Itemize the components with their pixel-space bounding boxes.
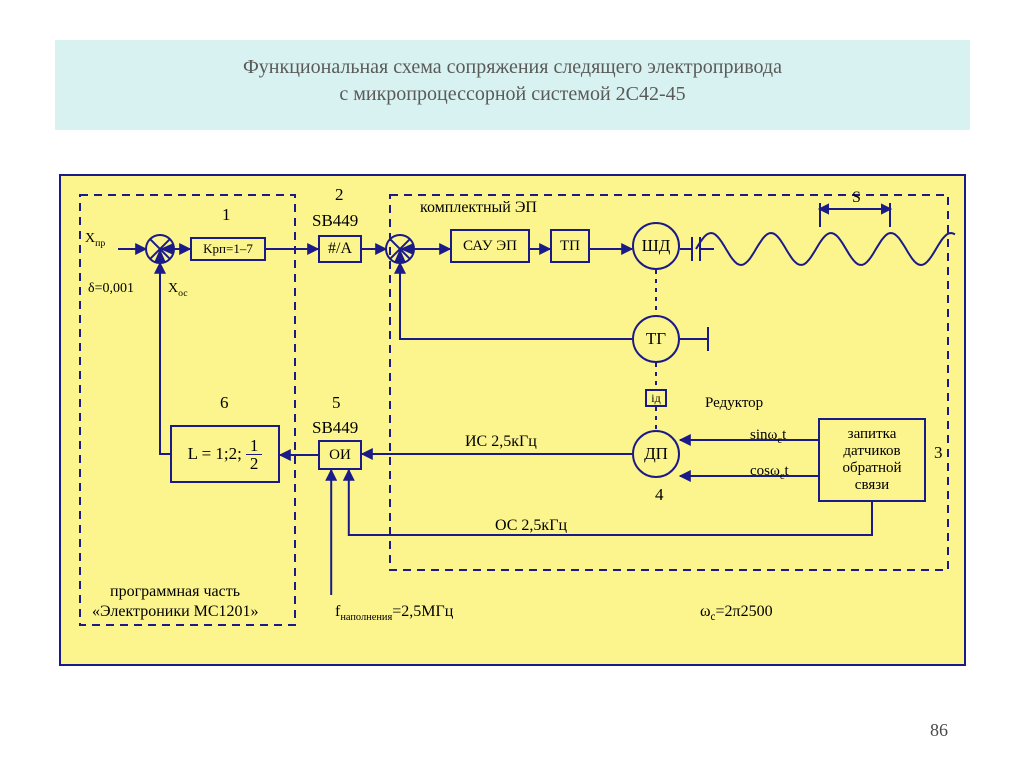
label-x-pr: Xпр — [85, 231, 105, 249]
label-delta: δ=0,001 — [88, 281, 134, 297]
block-sharp-a: #/A — [318, 235, 362, 263]
node-shd: ШД — [632, 222, 680, 270]
title-line1: Функциональная схема сопряжения следящег… — [243, 56, 782, 78]
block-feedback-power: запиткадатчиковобратнойсвязи — [818, 418, 926, 502]
label-omega-c: ωс=2π2500 — [700, 603, 773, 623]
caption-complete-ep: комплектный ЭП — [420, 199, 537, 217]
label-f-fill: fнаполнения=2,5МГц — [335, 603, 453, 623]
label-oc: ОС 2,5кГц — [495, 517, 567, 535]
label-sin: sinωсt — [750, 427, 786, 446]
tag-4: 4 — [655, 485, 664, 505]
block-krp: Kрп=1–7 — [190, 237, 266, 261]
block-diagram: Kрп=1–7 #/A САУ ЭП ТП iд ОИ L = 1;2;12 з… — [60, 175, 965, 665]
label-is: ИС 2,5кГц — [465, 433, 537, 451]
label-sb449-2: SB449 — [312, 211, 358, 231]
label-x-oc: Xос — [168, 281, 188, 299]
block-L: L = 1;2;12 — [170, 425, 280, 483]
tag-1: 1 — [222, 205, 231, 225]
caption-prog-2: «Электроники МС1201» — [92, 603, 259, 621]
node-dp: ДП — [632, 430, 680, 478]
tag-6: 6 — [220, 393, 229, 413]
label-cos: cosωсt — [750, 463, 789, 482]
node-tg: ТГ — [632, 315, 680, 363]
tag-3: 3 — [934, 443, 943, 463]
title-line2: с микропроцессорной системой 2С42-45 — [339, 83, 685, 105]
tag-2: 2 — [335, 185, 344, 205]
slide-title: Функциональная схема сопряжения следящег… — [55, 40, 970, 130]
label-sb449-5: SB449 — [312, 418, 358, 438]
page-number: 86 — [930, 720, 948, 741]
block-oi: ОИ — [318, 440, 362, 470]
tag-5: 5 — [332, 393, 341, 413]
block-id: iд — [645, 389, 667, 407]
block-sau-ep: САУ ЭП — [450, 229, 530, 263]
caption-prog-1: программная часть — [110, 583, 240, 601]
label-S: S — [852, 189, 861, 207]
label-reductor: Редуктор — [705, 395, 763, 412]
block-tp: ТП — [550, 229, 590, 263]
